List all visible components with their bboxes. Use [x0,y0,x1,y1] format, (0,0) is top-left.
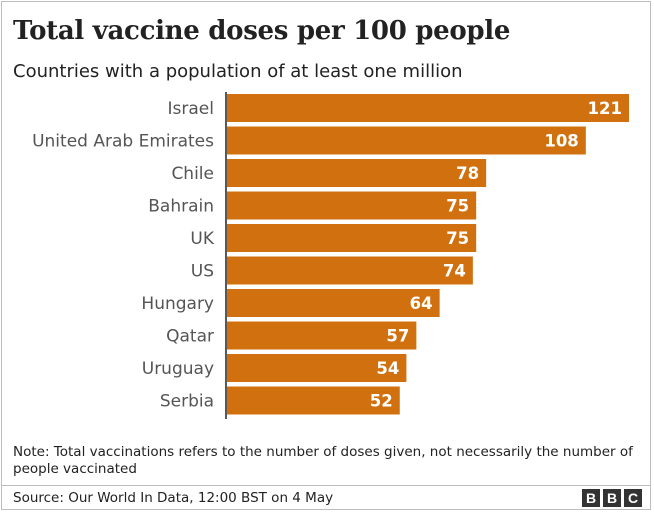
data-label: 57 [386,327,409,346]
category-label: Bahrain [148,197,214,217]
category-label: Serbia [160,392,214,412]
category-label: Uruguay [142,359,214,379]
data-label: 121 [588,99,622,118]
bar-bahrain [227,191,477,220]
data-label: 54 [376,359,399,378]
data-label: 64 [410,294,433,313]
chart-subtitle: Countries with a population of at least … [13,61,463,82]
bbc-logo: B B C [582,489,642,507]
bar-hungary [227,289,440,317]
data-label: 78 [456,164,479,183]
category-label: Qatar [166,327,214,347]
bbc-logo-letter-2: B [603,489,621,507]
category-label: US [191,262,214,282]
source-text: Source: Our World In Data, 12:00 BST on … [13,490,334,506]
bar-uk [227,224,477,252]
data-label: 75 [446,197,469,216]
bar-israel [227,94,629,122]
category-label: Israel [168,99,214,119]
bbc-logo-letter-3: C [624,489,642,507]
category-label: Hungary [141,294,214,314]
category-label: Chile [171,164,214,184]
bar-serbia [227,386,400,415]
category-label: UK [190,229,214,249]
bar-uruguay [227,354,407,382]
bar-chart: Israel 121 United Arab Emirates 108 Chile 78 B… [32,92,629,419]
data-label: 52 [370,392,393,411]
footer-divider [2,485,650,486]
bar-united-arab-emirates [227,126,586,155]
chart-title: Total vaccine doses per 100 people [13,16,511,46]
bar-us [227,256,473,285]
data-label: 75 [446,229,469,248]
data-label: 74 [443,262,466,281]
bar-qatar [227,321,417,350]
bbc-logo-letter-1: B [582,489,600,507]
chart-note: Note: Total vaccinations refers to the n… [13,444,633,477]
bar-chile [227,159,487,187]
category-label: United Arab Emirates [32,132,214,152]
data-label: 108 [544,132,578,151]
